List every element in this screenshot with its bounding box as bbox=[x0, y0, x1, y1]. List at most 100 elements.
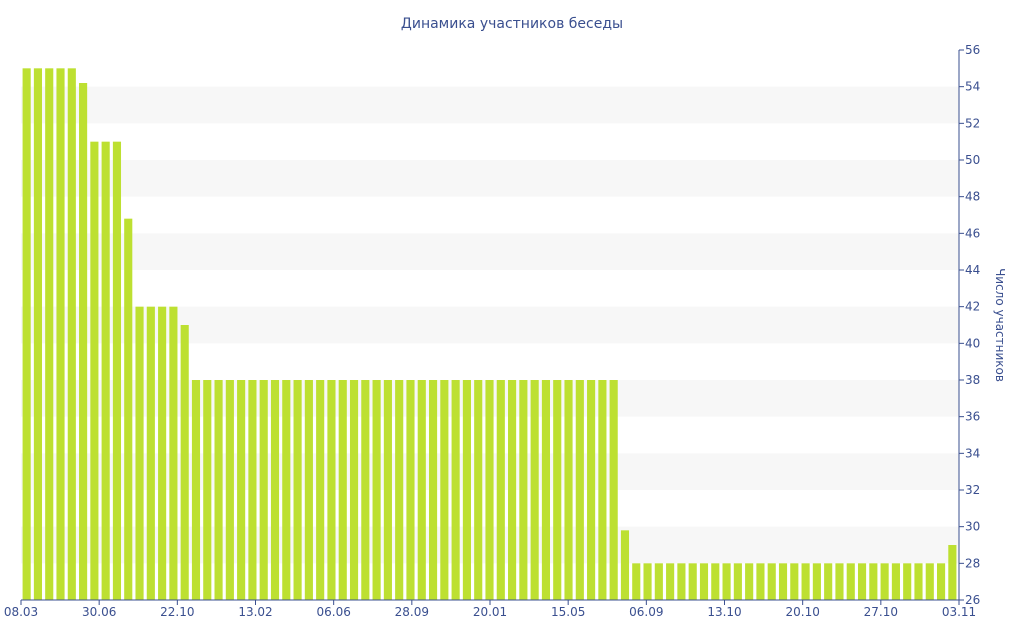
bar bbox=[948, 545, 957, 600]
bar bbox=[508, 380, 517, 600]
bar bbox=[158, 306, 167, 600]
chart-title: Динамика участников беседы bbox=[401, 16, 623, 32]
bars bbox=[22, 68, 957, 601]
bar bbox=[530, 380, 539, 600]
bar bbox=[383, 380, 392, 600]
bar bbox=[925, 563, 934, 600]
bar bbox=[496, 380, 505, 600]
bar bbox=[316, 380, 325, 600]
bar bbox=[349, 380, 359, 600]
y-tick-label: 40 bbox=[965, 336, 980, 350]
bar bbox=[372, 380, 381, 600]
grid-band bbox=[21, 160, 959, 197]
bar bbox=[259, 380, 268, 600]
bar bbox=[575, 380, 584, 600]
bar bbox=[169, 306, 178, 600]
bar bbox=[101, 141, 110, 601]
y-tick-label: 38 bbox=[965, 373, 980, 387]
bar bbox=[519, 380, 528, 600]
bar bbox=[338, 380, 347, 600]
bar bbox=[643, 563, 652, 600]
bar bbox=[225, 380, 234, 600]
bar bbox=[587, 380, 596, 600]
bar bbox=[880, 563, 889, 600]
y-tick-label: 54 bbox=[965, 80, 980, 94]
bar bbox=[451, 380, 460, 600]
bar bbox=[632, 563, 641, 600]
grid-band bbox=[21, 86, 959, 124]
bar bbox=[914, 563, 923, 600]
x-tick-label: 27.10 bbox=[864, 605, 898, 619]
bar bbox=[417, 380, 426, 600]
y-tick-label: 42 bbox=[965, 300, 980, 314]
y-tick-label: 56 bbox=[965, 43, 980, 57]
bar bbox=[778, 563, 788, 600]
bar bbox=[564, 380, 573, 600]
bar bbox=[112, 141, 122, 601]
bar bbox=[937, 563, 946, 600]
bar bbox=[598, 380, 607, 600]
y-tick-label: 36 bbox=[965, 410, 980, 424]
x-tick-label: 06.09 bbox=[629, 605, 663, 619]
bar bbox=[609, 380, 618, 600]
x-tick-label: 20.10 bbox=[785, 605, 819, 619]
x-tick-label: 08.03 bbox=[4, 605, 38, 619]
bar bbox=[711, 563, 720, 600]
bar bbox=[33, 68, 42, 600]
bar bbox=[677, 563, 686, 600]
bar bbox=[270, 380, 280, 600]
x-tick-label: 03.11 bbox=[942, 605, 976, 619]
bar bbox=[756, 563, 765, 600]
x-tick-label: 13.02 bbox=[238, 605, 272, 619]
y-tick-label: 30 bbox=[965, 520, 980, 534]
x-tick-label: 06.06 bbox=[316, 605, 350, 619]
bar bbox=[722, 563, 731, 600]
bar bbox=[191, 380, 201, 600]
bar bbox=[790, 563, 799, 600]
bar bbox=[553, 380, 562, 600]
bar bbox=[248, 380, 257, 600]
y-tick-label: 34 bbox=[965, 446, 980, 460]
y-tick-label: 26 bbox=[965, 593, 980, 607]
y-tick-label: 46 bbox=[965, 226, 980, 240]
bar bbox=[406, 380, 415, 600]
bar bbox=[824, 563, 833, 600]
bar bbox=[146, 306, 155, 600]
bar bbox=[801, 563, 810, 600]
bar bbox=[688, 563, 697, 600]
bar bbox=[903, 563, 912, 600]
bar bbox=[327, 380, 336, 600]
y-tick-label: 52 bbox=[965, 116, 980, 130]
bar bbox=[282, 380, 291, 600]
bar bbox=[203, 380, 212, 600]
x-tick-label: 30.06 bbox=[82, 605, 116, 619]
x-tick-label: 22.10 bbox=[160, 605, 194, 619]
x-tick-label: 15.05 bbox=[551, 605, 585, 619]
bar bbox=[180, 325, 189, 600]
bar bbox=[474, 380, 483, 600]
x-tick-label: 20.01 bbox=[473, 605, 507, 619]
y-axis: 26 28 30 32 34 36 38 40 42 44 46 48 50 52 54 56 bbox=[958, 43, 980, 607]
grid-band bbox=[21, 233, 959, 270]
bar bbox=[79, 83, 88, 600]
y-tick-label: 28 bbox=[965, 556, 980, 570]
bar bbox=[485, 380, 494, 600]
bar bbox=[361, 380, 370, 600]
bar bbox=[846, 563, 855, 600]
y-tick-label: 44 bbox=[965, 263, 980, 277]
bar bbox=[124, 218, 133, 601]
bar bbox=[45, 68, 54, 600]
x-tick-label: 28.09 bbox=[395, 605, 429, 619]
bar bbox=[237, 380, 246, 600]
bar bbox=[620, 530, 630, 600]
bar bbox=[891, 563, 900, 600]
bar bbox=[395, 380, 404, 600]
y-tick-label: 48 bbox=[965, 190, 980, 204]
bar bbox=[90, 141, 99, 601]
x-axis: 08.03 30.06 22.10 13.02 06.06 28.09 20.01 15.05… bbox=[4, 599, 976, 619]
bar bbox=[767, 563, 776, 600]
bar bbox=[857, 563, 867, 600]
y-tick-label: 50 bbox=[965, 153, 980, 167]
